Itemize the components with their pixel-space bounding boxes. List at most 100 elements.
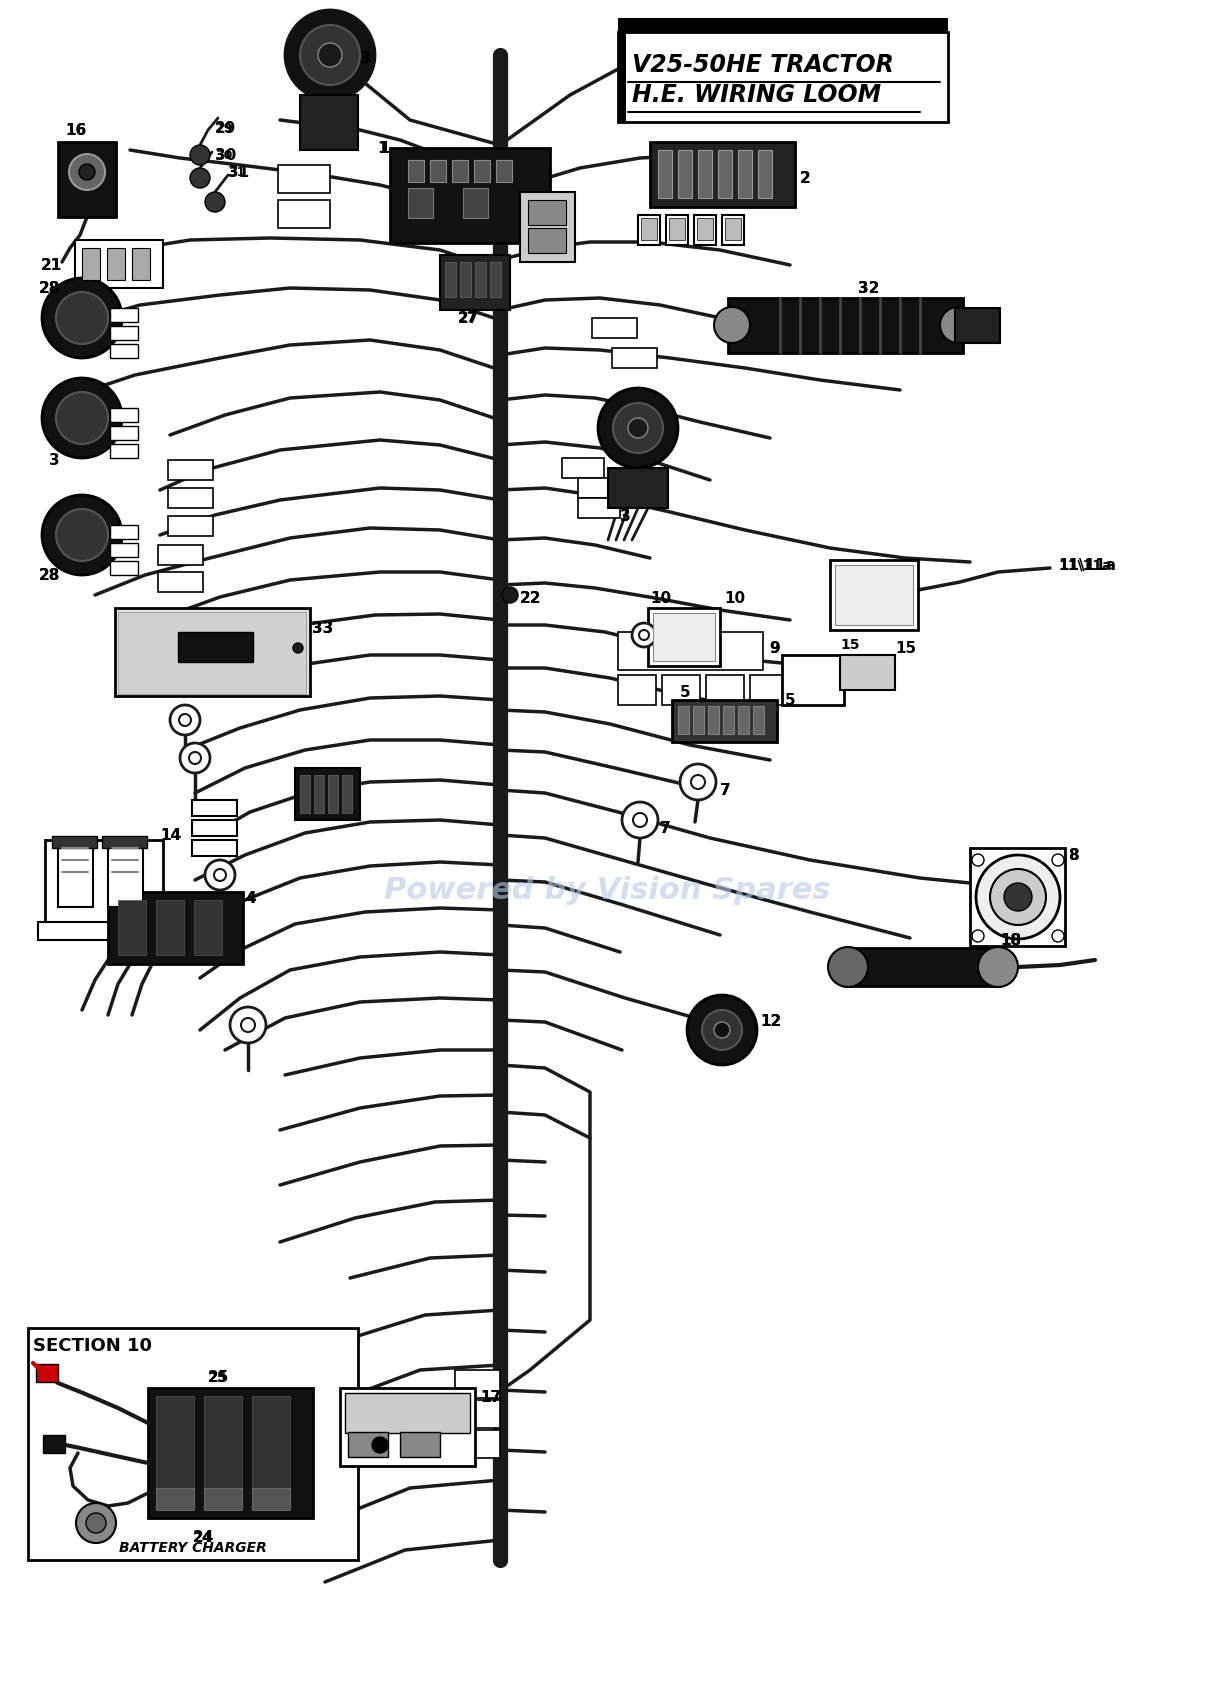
Text: H.E. WIRING LOOM: H.E. WIRING LOOM <box>632 83 881 106</box>
Text: 27: 27 <box>458 310 480 325</box>
Bar <box>497 160 512 182</box>
Circle shape <box>613 403 663 454</box>
Bar <box>52 836 97 848</box>
Bar <box>750 674 788 705</box>
Circle shape <box>1053 855 1063 867</box>
Text: 33: 33 <box>312 620 334 636</box>
Circle shape <box>76 1502 117 1543</box>
Text: 4: 4 <box>245 890 256 905</box>
Bar <box>455 1371 500 1398</box>
Circle shape <box>691 776 705 789</box>
Bar <box>132 248 151 280</box>
Bar <box>42 1435 66 1453</box>
Circle shape <box>79 164 95 180</box>
Circle shape <box>189 752 202 764</box>
Text: 17: 17 <box>480 1391 501 1406</box>
Bar <box>28 1329 358 1560</box>
Circle shape <box>1004 883 1032 910</box>
Bar <box>168 516 212 536</box>
Bar <box>300 776 310 813</box>
Text: 25: 25 <box>208 1371 227 1384</box>
Circle shape <box>687 995 758 1066</box>
Bar <box>110 325 138 341</box>
Text: 10: 10 <box>649 590 671 605</box>
Bar <box>399 1431 439 1457</box>
Text: 7: 7 <box>720 782 731 797</box>
Bar <box>666 216 688 244</box>
Text: 9: 9 <box>770 641 781 656</box>
Text: 30: 30 <box>215 147 237 162</box>
Bar <box>717 150 732 197</box>
Text: V25-50HE TRACTOR: V25-50HE TRACTOR <box>632 52 894 78</box>
Bar <box>168 487 212 507</box>
Text: 12: 12 <box>760 1015 782 1030</box>
Bar <box>725 217 741 239</box>
Text: 1: 1 <box>380 140 390 155</box>
Bar <box>738 150 751 197</box>
Bar <box>830 560 918 631</box>
Text: 1: 1 <box>378 140 388 155</box>
Bar <box>677 150 692 197</box>
Bar <box>528 228 566 253</box>
Circle shape <box>42 496 121 575</box>
Bar <box>693 706 704 733</box>
Bar <box>102 836 147 848</box>
Text: 14: 14 <box>160 828 181 843</box>
Circle shape <box>972 931 985 942</box>
Bar <box>592 319 637 337</box>
Text: 3: 3 <box>361 51 370 66</box>
Circle shape <box>56 509 108 561</box>
Text: 27: 27 <box>458 310 477 325</box>
Bar <box>452 160 469 182</box>
Bar <box>158 545 203 565</box>
Bar <box>475 261 486 297</box>
Circle shape <box>285 10 375 99</box>
Text: 3: 3 <box>50 452 59 467</box>
Circle shape <box>205 860 236 890</box>
Bar <box>641 217 657 239</box>
Text: 21: 21 <box>41 258 62 273</box>
Circle shape <box>242 1018 255 1032</box>
Bar <box>192 799 237 816</box>
Text: 22: 22 <box>520 590 541 605</box>
Bar <box>608 469 668 507</box>
Text: 28: 28 <box>39 280 59 295</box>
Text: 28: 28 <box>39 280 59 295</box>
Text: 29: 29 <box>215 121 232 135</box>
Circle shape <box>714 1022 730 1039</box>
Circle shape <box>178 713 191 727</box>
Bar <box>278 165 330 192</box>
Bar <box>158 572 203 592</box>
Circle shape <box>639 631 649 641</box>
Text: 8: 8 <box>1068 848 1078 863</box>
Circle shape <box>978 948 1019 986</box>
Bar <box>36 1364 58 1383</box>
Bar <box>345 1393 470 1433</box>
Bar <box>722 216 744 244</box>
Bar <box>342 776 352 813</box>
Bar <box>253 1489 290 1511</box>
Text: 28: 28 <box>39 568 59 582</box>
Circle shape <box>318 44 342 67</box>
Bar <box>649 142 795 207</box>
Bar <box>328 776 337 813</box>
Circle shape <box>56 292 108 344</box>
Bar <box>618 632 764 669</box>
Bar <box>673 700 777 742</box>
Text: 15: 15 <box>840 637 860 652</box>
Bar <box>698 150 711 197</box>
Bar <box>463 189 488 217</box>
Bar <box>758 150 772 197</box>
Bar <box>460 261 471 297</box>
Bar <box>728 298 963 352</box>
Bar <box>157 1489 194 1511</box>
Bar <box>658 150 673 197</box>
Circle shape <box>214 868 226 882</box>
Circle shape <box>42 278 121 357</box>
Bar <box>562 459 605 479</box>
Circle shape <box>599 388 677 469</box>
Circle shape <box>180 744 210 772</box>
Bar <box>473 160 490 182</box>
Bar <box>108 841 143 907</box>
Bar <box>724 706 734 733</box>
